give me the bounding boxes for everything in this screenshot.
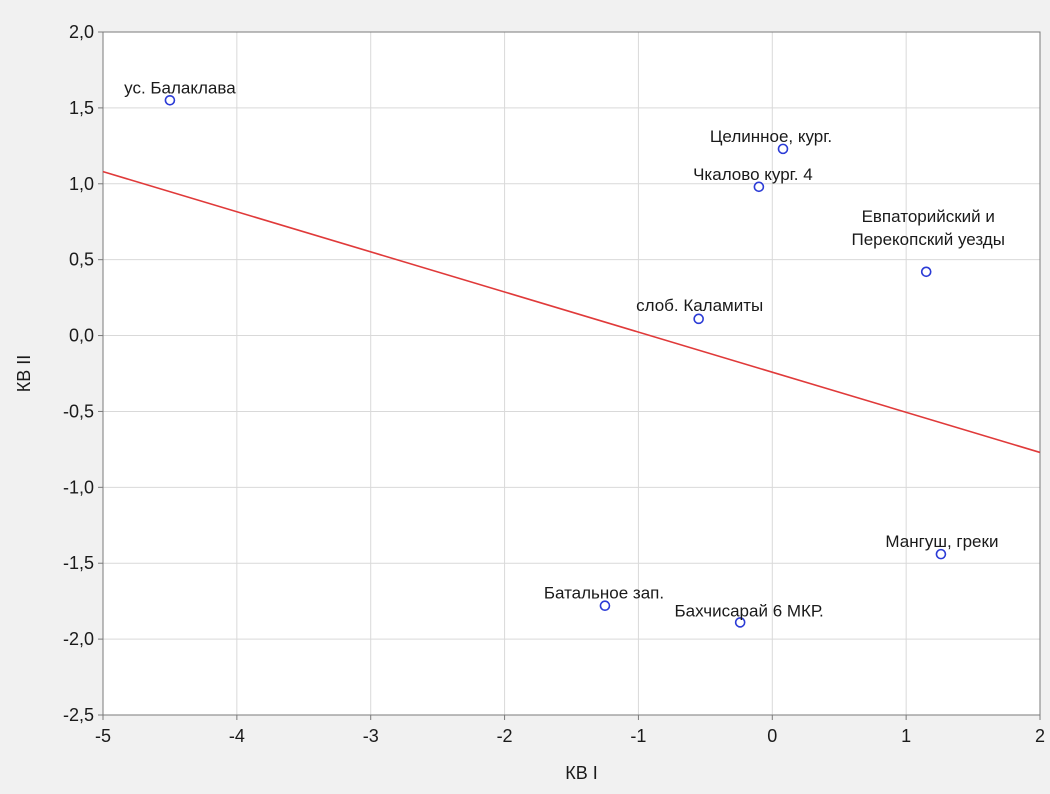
x-tick-label: -4 <box>229 726 245 746</box>
point-label: Чкалово кург. 4 <box>693 165 813 184</box>
data-point <box>164 95 176 106</box>
data-point <box>920 266 932 278</box>
y-tick-label: 0,5 <box>69 250 94 270</box>
point-label-line: Чкалово кург. 4 <box>693 165 813 184</box>
x-tick-label: -5 <box>95 726 111 746</box>
y-tick-label: 1,5 <box>69 98 94 118</box>
point-label-line: Евпаторийский и <box>862 207 995 226</box>
point-label: ус. Балаклава <box>124 78 236 97</box>
x-tick-label: -2 <box>497 726 513 746</box>
point-label: слоб. Каламиты <box>636 296 763 315</box>
y-tick-label: -2,5 <box>63 705 94 725</box>
x-axis-label: КВ I <box>565 763 598 783</box>
x-tick-label: -3 <box>363 726 379 746</box>
point-label: Мангуш, греки <box>885 532 998 551</box>
y-tick-label: 2,0 <box>69 22 94 42</box>
point-label-line: Батальное зап. <box>544 584 664 603</box>
data-point <box>753 181 765 193</box>
data-point <box>734 617 746 628</box>
y-tick-label: -1,5 <box>63 553 94 573</box>
point-label: Евпаторийский и Перекопский уезды <box>851 207 1004 249</box>
y-tick-label: 1,0 <box>69 174 94 194</box>
point-label-line: ус. Балаклава <box>124 78 236 97</box>
point-label-line: Целинное, кург. <box>710 127 832 146</box>
point-label-line: Бахчисарай 6 МКР. <box>675 601 824 620</box>
x-tick-label: 0 <box>767 726 777 746</box>
point-label-line: слоб. Каламиты <box>636 296 763 315</box>
point-label-line: Перекопский уезды <box>851 230 1004 249</box>
data-point <box>935 548 947 560</box>
y-axis-label: КВ II <box>14 355 34 393</box>
data-point <box>599 600 611 612</box>
point-label: Целинное, кург. <box>710 127 832 146</box>
data-point <box>777 143 789 155</box>
y-tick-label: -1,0 <box>63 477 94 497</box>
point-label: Батальное зап. <box>544 584 664 603</box>
y-tick-label: -0,5 <box>63 401 94 421</box>
data-point <box>693 313 704 325</box>
x-tick-label: -1 <box>630 726 646 746</box>
regression-line <box>102 170 1041 454</box>
point-label-line: Мангуш, греки <box>885 532 998 551</box>
plot-area <box>103 32 1040 715</box>
plot-frame <box>102 31 1041 716</box>
x-tick-label: 1 <box>901 726 911 746</box>
y-tick-label: -2,0 <box>63 629 94 649</box>
x-tick-label: 2 <box>1035 726 1045 746</box>
point-label: Бахчисарай 6 МКР. <box>675 601 824 620</box>
y-tick-label: 0,0 <box>69 326 94 346</box>
